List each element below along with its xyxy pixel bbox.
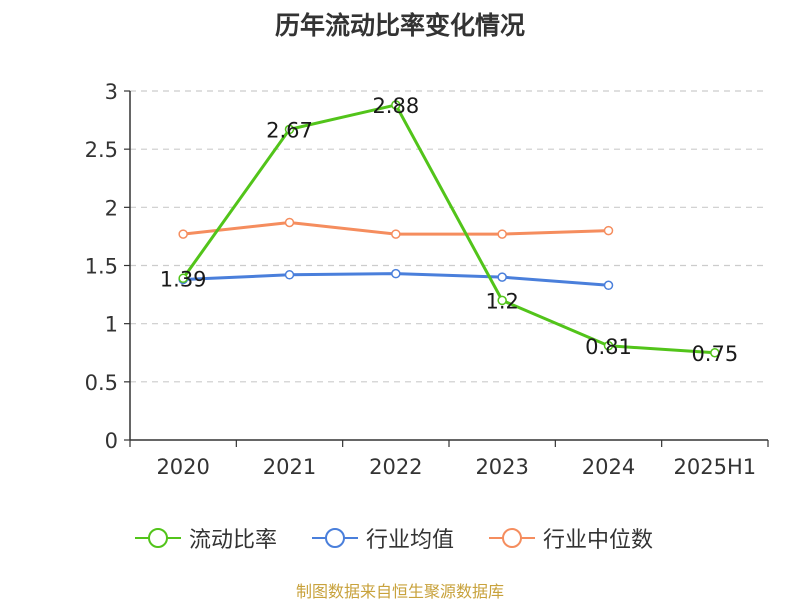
x-tick-label: 2025H1 <box>674 455 757 479</box>
data-point <box>603 341 614 351</box>
data-point <box>603 225 614 236</box>
data-point <box>603 280 614 291</box>
legend-label-industry-median: 行业中位数 <box>543 528 654 553</box>
legend-item-current-ratio[interactable]: 流动比率 <box>135 520 277 556</box>
legend-marker-industry-mean <box>312 528 358 548</box>
axes: 0 0.5 1 1.5 2 2.5 3 2020 2021 2022 2023 2024 2025H1 <box>85 80 769 479</box>
series-line <box>181 103 715 355</box>
y-tick-label: 2.5 <box>85 138 118 162</box>
legend-item-industry-median[interactable]: 行业中位数 <box>489 520 653 556</box>
data-point <box>178 273 188 284</box>
x-tick-label: 2020 <box>156 455 209 479</box>
x-tick-label: 2024 <box>582 455 635 479</box>
chart-title: 历年流动比率变化情况 <box>274 11 525 40</box>
legend-label-current-ratio: 流动比率 <box>189 528 278 553</box>
data-point <box>497 272 507 282</box>
data-point <box>284 270 295 280</box>
legend: 流动比率 行业均值 行业中位数 <box>0 520 800 556</box>
legend-label-industry-mean: 行业均值 <box>366 528 455 553</box>
y-tick-label: 0.5 <box>85 371 118 395</box>
data-label: 2.67 <box>266 118 313 142</box>
data-point <box>178 229 188 239</box>
x-tick-label: 2022 <box>369 455 422 479</box>
data-label: 0.81 <box>585 335 632 359</box>
data-label: 1.39 <box>160 267 207 291</box>
y-tick-label: 2 <box>105 196 118 220</box>
legend-item-industry-mean[interactable]: 行业均值 <box>312 520 454 556</box>
y-tick-label: 1 <box>105 313 118 337</box>
x-tick-label: 2021 <box>263 455 316 479</box>
data-label: 1.2 <box>485 289 518 313</box>
legend-marker-industry-median <box>489 528 535 548</box>
data-point <box>284 217 295 228</box>
series-lines <box>178 100 720 358</box>
data-point <box>391 100 401 110</box>
data-point <box>284 124 295 135</box>
y-tick-label: 0 <box>105 429 118 453</box>
data-labels: 1.39 2.67 2.88 1.2 0.81 0.75 <box>160 94 738 366</box>
x-tick-label: 2023 <box>475 455 528 479</box>
y-tick-label: 3 <box>105 80 118 104</box>
y-tick-label: 1.5 <box>85 255 118 279</box>
data-point <box>391 268 401 279</box>
grid-lines <box>130 90 768 383</box>
data-point <box>710 348 720 358</box>
data-label: 0.75 <box>691 342 738 366</box>
legend-marker-current-ratio <box>135 528 181 548</box>
data-point <box>391 229 401 239</box>
data-point <box>497 229 507 239</box>
data-label: 2.88 <box>372 94 419 118</box>
data-source-note: 制图数据来自恒生聚源数据库 <box>295 582 504 601</box>
data-point <box>497 295 507 306</box>
